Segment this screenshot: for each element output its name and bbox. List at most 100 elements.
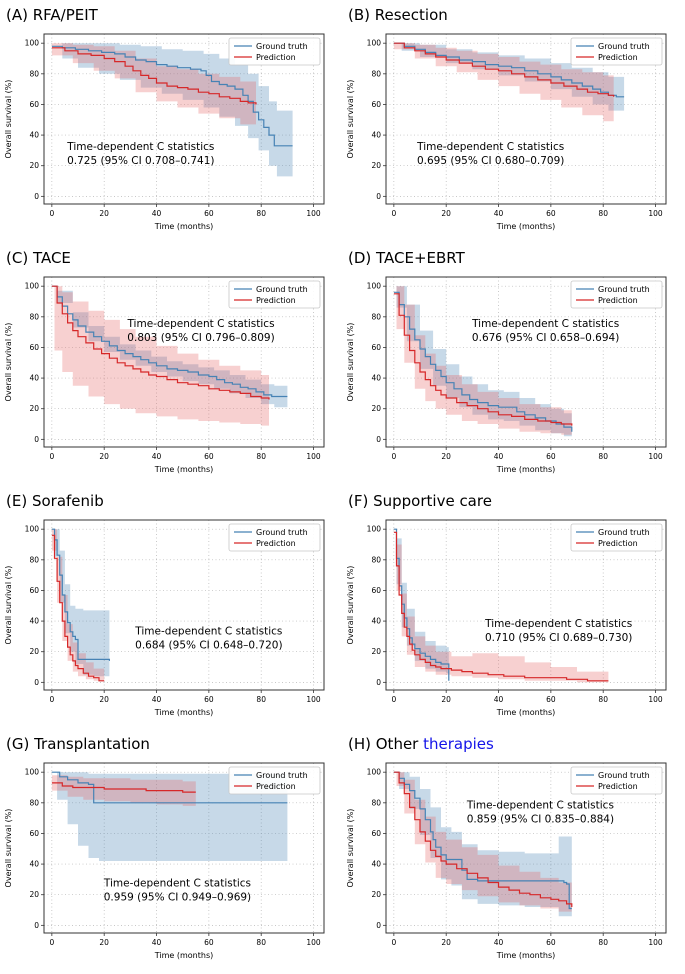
- x-tick-label: 0: [391, 452, 396, 461]
- y-axis-label: Overall survival (%): [346, 323, 355, 402]
- panel-F-chart: 0 20 40 60 80 100 0 20 40 60 80 100 Time (months) Ove…: [346, 519, 667, 717]
- c-statistics-line1: Time-dependent C statistics: [416, 141, 564, 153]
- plot-border: [43, 519, 325, 691]
- y-axis-label: Overall survival (%): [4, 566, 13, 645]
- y-tick-label: 40: [371, 131, 381, 140]
- y-tick-label: 60: [371, 829, 381, 838]
- x-tick-label: 100: [648, 209, 663, 218]
- legend-box: [570, 523, 663, 552]
- c-statistics-line2: 0.695 (95% CI 0.680–0.709): [417, 155, 564, 167]
- y-tick-label: 60: [371, 343, 381, 352]
- x-tick-label: 0: [49, 938, 54, 947]
- legend-label: Ground truth: [598, 285, 650, 294]
- y-tick-label: 60: [29, 586, 39, 595]
- plot-border: [385, 519, 667, 691]
- y-tick-label: 60: [29, 829, 39, 838]
- x-tick-label: 60: [546, 452, 556, 461]
- y-tick-label: 0: [376, 921, 381, 930]
- c-statistics-line1: Time-dependent C statistics: [126, 318, 274, 330]
- legend-box: [570, 37, 663, 66]
- c-statistics-annotation: Time-dependent C statistics 0.676 (95% CI…: [471, 318, 619, 344]
- x-tick-label: 80: [598, 938, 608, 947]
- y-tick-label: 40: [29, 860, 39, 869]
- y-tick-label: 100: [25, 282, 40, 291]
- y-tick-label: 0: [34, 192, 39, 201]
- ground_truth-line: [393, 771, 572, 910]
- panel-E-chart: 0 20 40 60 80 100 0 20 40 60 80 100 Time (months) Ove…: [4, 519, 325, 717]
- legend-box: [570, 766, 663, 795]
- x-tick-label: 20: [441, 938, 451, 947]
- y-axis-label: Overall survival (%): [346, 566, 355, 645]
- y-tick-label: 80: [29, 69, 39, 78]
- y-tick-label: 0: [34, 435, 39, 444]
- y-tick-label: 80: [29, 312, 39, 321]
- x-tick-label: 20: [99, 209, 109, 218]
- y-tick-label: 0: [34, 678, 39, 687]
- c-statistics-line1: Time-dependent C statistics: [466, 800, 614, 812]
- x-tick-label: 80: [598, 695, 608, 704]
- panel-D-title-part: (D) TACE+EBRT: [348, 249, 465, 267]
- legend-box: [228, 766, 321, 795]
- y-tick-label: 20: [371, 161, 381, 170]
- panel-A-title-part: (A) RFA/PEIT: [6, 6, 98, 24]
- legend: Ground truth Prediction: [228, 280, 321, 309]
- ground_truth-confidence-band: [396, 538, 449, 683]
- ground_truth-line: [51, 285, 288, 398]
- panel-F-title-part: (F) Supportive care: [348, 492, 492, 510]
- x-tick-label: 20: [441, 452, 451, 461]
- panel-H-title: (H) Other therapies: [342, 731, 685, 755]
- prediction-line: [393, 771, 573, 907]
- y-tick-label: 40: [371, 860, 381, 869]
- panel-E: (E) Sorafenib 0 20 40 60 80 100 0 20 40 60 80 100 Tim…: [0, 488, 342, 731]
- x-tick-label: 40: [494, 695, 504, 704]
- y-tick-label: 40: [371, 617, 381, 626]
- y-tick-label: 40: [29, 374, 39, 383]
- x-tick-label: 40: [494, 209, 504, 218]
- panel-B-title: (B) Resection: [342, 2, 685, 26]
- prediction-confidence-band: [393, 43, 614, 125]
- x-axis-label: Time (months): [496, 951, 556, 960]
- x-axis-label: Time (months): [496, 708, 556, 717]
- legend: Ground truth Prediction: [570, 37, 663, 66]
- legend-label: Prediction: [598, 539, 638, 548]
- c-statistics-line1: Time-dependent C statistics: [471, 318, 619, 330]
- y-tick-label: 80: [29, 798, 39, 807]
- prediction-line: [51, 782, 196, 793]
- x-tick-label: 40: [152, 209, 162, 218]
- panel-C-title: (C) TACE: [0, 245, 342, 269]
- x-tick-label: 100: [306, 209, 321, 218]
- x-tick-label: 0: [49, 695, 54, 704]
- y-tick-label: 40: [371, 374, 381, 383]
- plot-border: [43, 762, 325, 934]
- y-axis-label: Overall survival (%): [4, 809, 13, 888]
- x-tick-label: 60: [546, 209, 556, 218]
- ground_truth-confidence-band: [62, 43, 293, 177]
- y-tick-label: 60: [29, 343, 39, 352]
- legend: Ground truth Prediction: [570, 280, 663, 309]
- c-statistics-line2: 0.676 (95% CI 0.658–0.694): [472, 332, 619, 344]
- x-tick-label: 60: [546, 695, 556, 704]
- panel-G: (G) Transplantation 0 20 40 60 80 100 0 20 40 60 80…: [0, 731, 342, 974]
- x-tick-label: 20: [441, 209, 451, 218]
- x-tick-label: 60: [204, 452, 214, 461]
- y-tick-label: 20: [371, 404, 381, 413]
- y-axis-label: Overall survival (%): [4, 323, 13, 402]
- prediction-line: [393, 531, 609, 682]
- x-tick-label: 20: [99, 452, 109, 461]
- ground_truth-line: [393, 42, 625, 98]
- y-tick-label: 100: [367, 282, 382, 291]
- c-statistics-annotation: Time-dependent C statistics 0.684 (95% CI…: [134, 625, 282, 651]
- legend-box: [570, 280, 663, 309]
- legend-label: Ground truth: [598, 42, 650, 51]
- legend-label: Prediction: [598, 782, 638, 791]
- c-statistics-line2: 0.803 (95% CI 0.796–0.809): [127, 332, 274, 344]
- prediction-line: [51, 47, 257, 105]
- y-tick-label: 20: [29, 647, 39, 656]
- panel-D-chart: 0 20 40 60 80 100 0 20 40 60 80 100 Time (months) Ove…: [346, 276, 667, 474]
- x-tick-label: 100: [648, 695, 663, 704]
- c-statistics-line2: 0.959 (95% CI 0.949–0.969): [104, 892, 251, 904]
- legend: Ground truth Prediction: [228, 523, 321, 552]
- panel-H-chart: 0 20 40 60 80 100 0 20 40 60 80 100 Time (months) Ove…: [346, 762, 667, 960]
- ground_truth-confidence-band: [399, 772, 572, 920]
- ground_truth-confidence-band: [54, 529, 110, 677]
